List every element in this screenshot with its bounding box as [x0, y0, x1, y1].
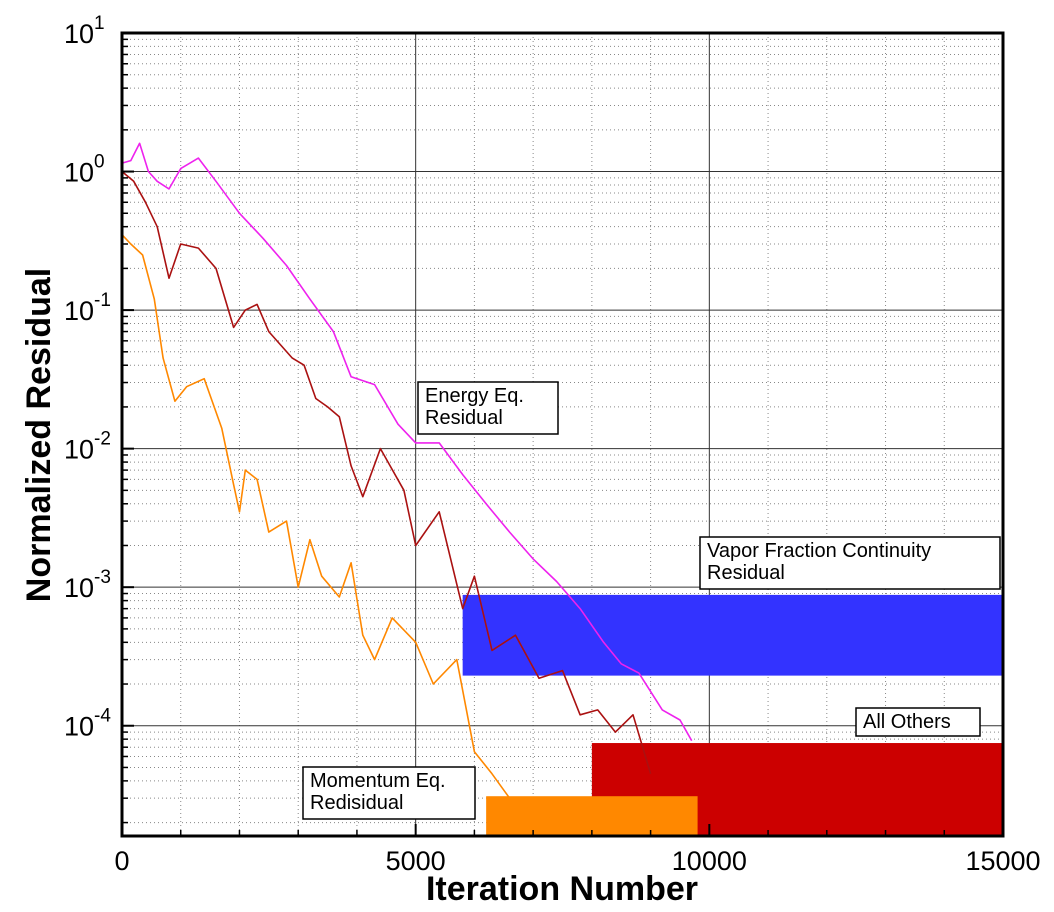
y-axis-title: Normalized Residual — [20, 268, 58, 602]
y-tick-label: 10 — [64, 435, 94, 465]
x-axis-title: Iteration Number — [426, 870, 698, 908]
y-tick-exponent: 1 — [94, 13, 105, 34]
x-tick-label: 5000 — [386, 846, 446, 876]
y-tick-label: 10 — [64, 296, 94, 326]
y-tick-label: 10 — [64, 712, 94, 742]
annotation-text: All Others — [863, 711, 951, 733]
x-tick-label: 10000 — [672, 846, 747, 876]
annotation-text: Energy Eq. — [425, 385, 524, 407]
y-tick-label: 10 — [64, 19, 94, 49]
oscillation-band — [462, 594, 1003, 676]
series-line — [121, 170, 652, 775]
y-tick-exponent: -4 — [94, 706, 111, 727]
annotation-box — [855, 707, 981, 737]
y-tick-exponent: -2 — [94, 429, 111, 450]
axis-ticks — [121, 32, 1004, 836]
y-tick-exponent: -1 — [94, 290, 111, 311]
minor-grid — [122, 33, 1003, 836]
y-tick-exponent: -3 — [94, 567, 111, 588]
plot-frame — [120, 31, 1005, 838]
x-tick-labels: 0 5000 10000 15000 — [114, 846, 1040, 876]
x-tick-label: 15000 — [965, 846, 1040, 876]
series-line — [121, 142, 693, 742]
x-tick-label: 0 — [114, 846, 129, 876]
y-tick-exponent: 0 — [94, 152, 105, 173]
annotation-box — [417, 381, 559, 435]
annotation-text: Redisidual — [310, 792, 403, 814]
series-lines — [121, 142, 693, 824]
annotation-text: Residual — [425, 407, 503, 429]
annotation-text: Vapor Fraction Continuity — [707, 540, 931, 562]
annotation-text: Residual — [707, 562, 785, 584]
oscillation-bands — [462, 594, 1003, 836]
y-tick-label: 10 — [64, 158, 94, 188]
annotation-text: Momentum Eq. — [310, 770, 446, 792]
series-line — [121, 234, 557, 824]
y-tick-label: 10 — [64, 573, 94, 603]
annotation-box — [699, 536, 1001, 590]
annotation-box — [302, 766, 476, 820]
